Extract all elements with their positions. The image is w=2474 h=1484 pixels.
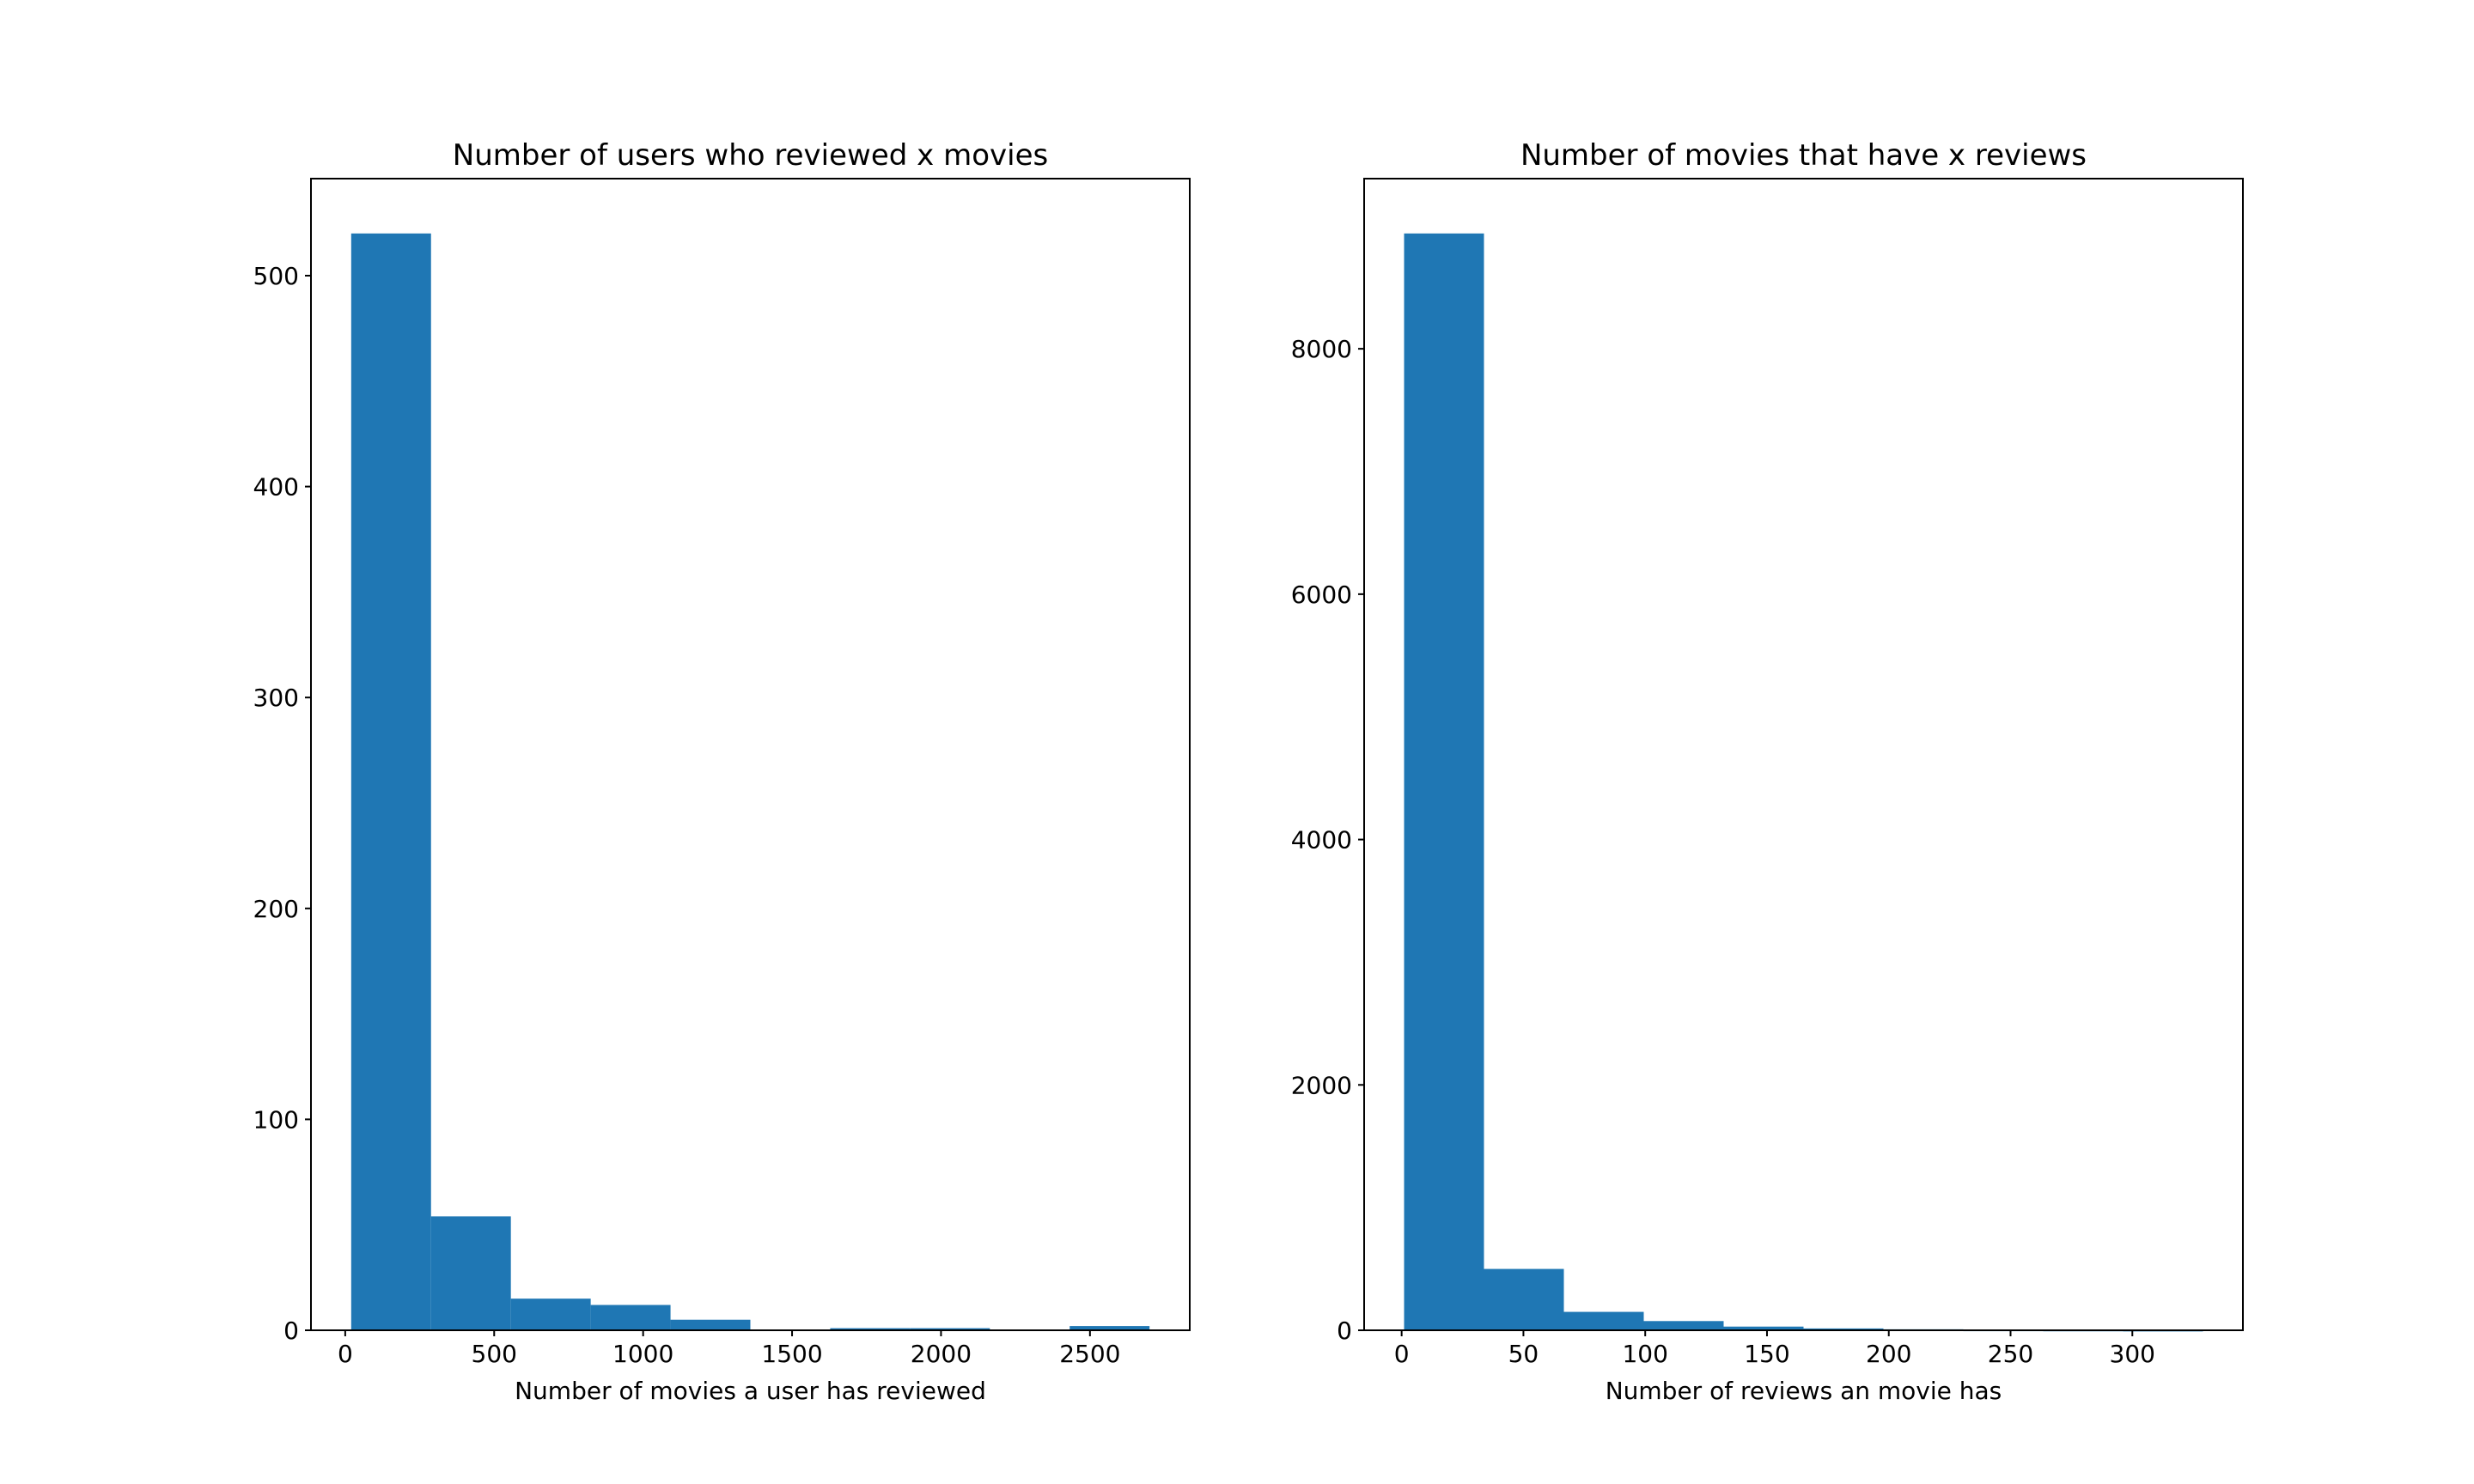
x-tick-label: 1000 (612, 1340, 673, 1368)
y-tick-label: 300 (253, 684, 299, 712)
x-tick-label: 2000 (911, 1340, 972, 1368)
x-tick-label: 2500 (1059, 1340, 1120, 1368)
histogram-bar (670, 1319, 751, 1330)
x-tick-label: 150 (1744, 1340, 1789, 1368)
histogram-bar (830, 1328, 911, 1330)
chart-title: Number of movies that have x reviews (1520, 138, 2087, 173)
x-tick-label: 250 (1988, 1340, 2033, 1368)
x-tick-label: 50 (1508, 1340, 1539, 1368)
chart-title: Number of users who reviewed x movies (453, 138, 1048, 173)
y-tick-label: 4000 (1291, 826, 1352, 855)
y-tick-label: 0 (1337, 1317, 1352, 1345)
x-axis-label: Number of movies a user has reviewed (515, 1377, 986, 1405)
bars (350, 233, 1150, 1330)
y-tick-label: 8000 (1291, 335, 1352, 363)
movies-histogram: Number of movies that have x reviews 0 50… (1291, 138, 2244, 1405)
users-histogram: Number of users who reviewed x movies 0 5… (253, 138, 1191, 1405)
histogram-bar (1723, 1326, 1804, 1330)
bars (1404, 233, 2203, 1332)
y-tick-label: 500 (253, 262, 299, 290)
histogram-bar (350, 233, 431, 1330)
x-tick-label: 0 (1394, 1340, 1410, 1368)
histogram-bar (1404, 233, 1484, 1330)
y-tick-label: 200 (253, 895, 299, 923)
x-tick-label: 1500 (761, 1340, 822, 1368)
y-tick-label: 400 (253, 473, 299, 502)
x-tick-label: 0 (338, 1340, 353, 1368)
y-tick-label: 6000 (1291, 581, 1352, 609)
y-tick-label: 0 (283, 1317, 299, 1345)
histogram-bar (1643, 1321, 1724, 1330)
x-tick-label: 200 (1866, 1340, 1911, 1368)
y-tick-label: 2000 (1291, 1071, 1352, 1099)
x-tick-label: 500 (472, 1340, 517, 1368)
y-ticks: 0 100 200 300 400 500 (253, 262, 311, 1345)
histogram-bar (430, 1216, 511, 1330)
x-ticks: 0 50 100 150 200 250 300 (1394, 1330, 2155, 1368)
histogram-bar (910, 1328, 990, 1330)
x-tick-label: 100 (1622, 1340, 1667, 1368)
x-tick-label: 300 (2110, 1340, 2155, 1368)
axes-frame (1363, 178, 2244, 1331)
y-tick-label: 100 (253, 1105, 299, 1134)
histogram-bar (1484, 1268, 1564, 1330)
x-axis-label: Number of reviews an movie has (1606, 1377, 2002, 1405)
axes-frame (310, 178, 1191, 1331)
histogram-bar (510, 1298, 591, 1330)
x-ticks: 0 500 1000 1500 2000 2500 (338, 1330, 1120, 1368)
y-ticks: 0 2000 4000 6000 8000 (1291, 335, 1364, 1345)
histogram-bar (1069, 1326, 1150, 1330)
histogram-bar (590, 1305, 671, 1330)
histogram-bar (1563, 1311, 1644, 1330)
histogram-bar (1803, 1328, 1884, 1330)
